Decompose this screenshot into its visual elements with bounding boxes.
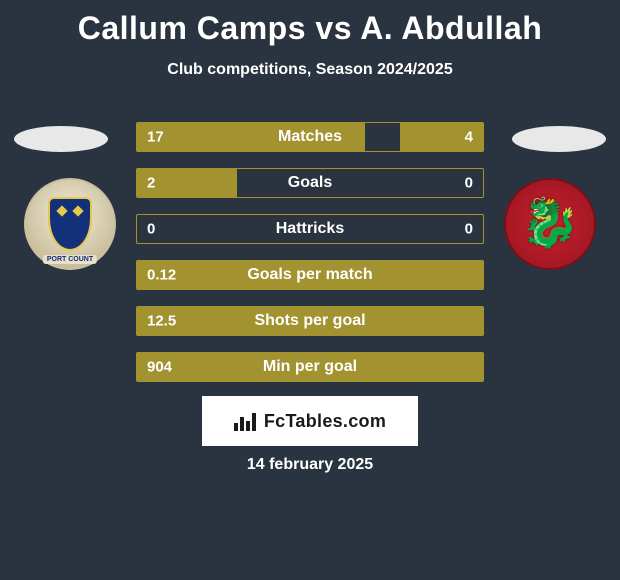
stat-label: Hattricks: [137, 220, 483, 238]
bars-icon: [234, 411, 258, 431]
footer-brand-text: FcTables.com: [264, 411, 386, 432]
player-left-ellipse: [14, 126, 108, 152]
stat-bar-row: 0.12Goals per match: [136, 260, 484, 290]
stat-bar-row: 0 0Hattricks: [136, 214, 484, 244]
footer-brand-badge: FcTables.com: [202, 396, 418, 446]
dragon-icon: 🐉: [520, 200, 580, 248]
page-title: Callum Camps vs A. Abdullah: [0, 0, 620, 47]
stat-bar-row: 174Matches: [136, 122, 484, 152]
stat-bar-fill-left: [137, 353, 483, 381]
stat-bar-fill-right: [400, 123, 483, 151]
shield-icon: [48, 197, 92, 251]
stat-bar-row: 12.5Shots per goal: [136, 306, 484, 336]
page-subtitle: Club competitions, Season 2024/2025: [0, 61, 620, 79]
stat-bar-fill-left: [137, 169, 237, 197]
stat-bar-row: 20Goals: [136, 168, 484, 198]
stats-bars-container: 174Matches20Goals00Hattricks0.12Goals pe…: [136, 122, 484, 398]
club-crest-left: PORT COUNT: [24, 178, 116, 270]
stat-bar-fill-left: [137, 123, 365, 151]
stat-bar-row: 904Min per goal: [136, 352, 484, 382]
stat-bar-fill-left: [137, 261, 483, 289]
player-right-ellipse: [512, 126, 606, 152]
stat-value-left: 0: [147, 221, 155, 238]
crest-left-banner: PORT COUNT: [43, 255, 97, 264]
stat-value-right: 0: [465, 175, 473, 192]
stat-value-right: 0: [465, 221, 473, 238]
stat-bar-fill-left: [137, 307, 483, 335]
club-crest-right: 🐉: [504, 178, 596, 270]
snapshot-date: 14 february 2025: [0, 456, 620, 474]
